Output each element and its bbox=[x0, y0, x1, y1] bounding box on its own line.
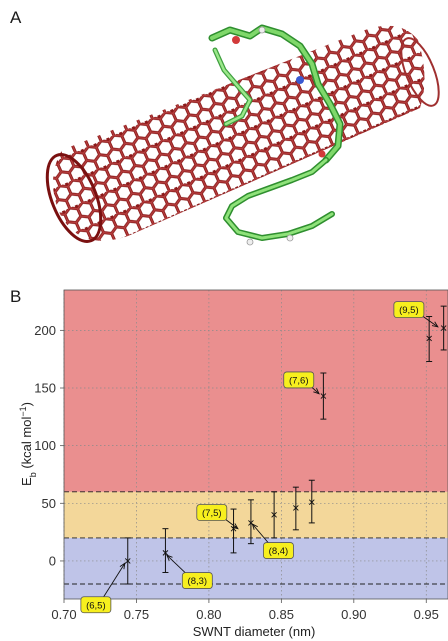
data-point-5 bbox=[292, 486, 299, 531]
annotation-label: (8,4) bbox=[269, 546, 289, 557]
annotation-arrow bbox=[166, 554, 189, 576]
x-tick-label-2: 0.80 bbox=[196, 607, 221, 622]
annotation-arrowhead bbox=[251, 523, 258, 530]
annotation-label: (7,6) bbox=[289, 375, 309, 386]
chirality-annotation-5: (9,5) bbox=[393, 301, 439, 328]
point-marker bbox=[426, 335, 432, 342]
data-point-0 bbox=[124, 537, 131, 585]
data-point-9 bbox=[440, 305, 447, 351]
x-axis-label: SWNT diameter (nm) bbox=[193, 624, 316, 639]
data-point-1 bbox=[162, 528, 169, 573]
y-tick-label-1: 50 bbox=[42, 496, 56, 511]
annotation-arrowhead bbox=[431, 321, 439, 328]
energy-band-2 bbox=[64, 290, 448, 492]
data-point-8 bbox=[426, 316, 433, 362]
nanotube-molecule-illustration bbox=[45, 24, 440, 246]
data-point-6 bbox=[308, 479, 315, 524]
annotation-box bbox=[263, 542, 294, 559]
annotation-box bbox=[283, 371, 315, 389]
plot-area-frame bbox=[63, 289, 448, 600]
chirality-annotation-1: (8,3) bbox=[166, 554, 213, 589]
annotation-label: (6,5) bbox=[86, 600, 106, 611]
annotation-arrow bbox=[102, 563, 126, 599]
chirality-annotation-3: (8,4) bbox=[251, 523, 294, 559]
annotation-label: (7,5) bbox=[202, 508, 222, 519]
point-marker bbox=[271, 512, 277, 518]
annotation-box bbox=[196, 504, 228, 521]
panel-label-a: A bbox=[10, 8, 22, 27]
data-point-3 bbox=[247, 499, 254, 545]
binding-energy-chart: 0.70 0.75 0.80 0.85 0.90 0.95 0 50 100 150 200 (6… bbox=[18, 289, 448, 639]
carbon-nanotube bbox=[45, 25, 440, 243]
annotation-arrowhead bbox=[166, 554, 173, 561]
y-tick-label-4: 200 bbox=[34, 323, 56, 338]
point-marker bbox=[124, 558, 131, 564]
chirality-annotation-0: (6,5) bbox=[80, 562, 126, 614]
y-tick-label-2: 100 bbox=[34, 438, 56, 453]
panel-label-b: B bbox=[10, 287, 22, 306]
x-tick-label-0: 0.70 bbox=[51, 607, 76, 622]
polymer-strand bbox=[208, 24, 344, 246]
energy-band-1 bbox=[64, 491, 448, 538]
annotation-arrowhead bbox=[313, 388, 320, 395]
annotation-arrowhead bbox=[231, 523, 239, 530]
point-marker bbox=[308, 499, 315, 505]
annotation-label: (8,3) bbox=[188, 576, 208, 587]
x-tick-label-5: 0.95 bbox=[414, 607, 439, 622]
point-marker bbox=[320, 393, 327, 399]
annotation-box bbox=[181, 572, 213, 589]
annotation-arrow bbox=[252, 523, 271, 546]
y-tick-label-3: 150 bbox=[34, 381, 56, 396]
chirality-annotation-4: (7,6) bbox=[283, 371, 320, 395]
data-point-4 bbox=[271, 491, 278, 539]
point-marker bbox=[162, 550, 169, 556]
x-tick-label-4: 0.90 bbox=[341, 607, 366, 622]
y-tick-label-0: 0 bbox=[49, 553, 56, 568]
annotation-box bbox=[393, 301, 425, 319]
annotation-label: (9,5) bbox=[399, 305, 419, 316]
y-axis-label: Eb (kcal mol−1) bbox=[18, 402, 38, 486]
chirality-annotation-2: (7,5) bbox=[196, 504, 239, 530]
point-marker bbox=[440, 325, 447, 331]
annotation-box bbox=[80, 596, 112, 614]
x-tick-label-1: 0.75 bbox=[124, 607, 149, 622]
x-tick-label-3: 0.85 bbox=[269, 607, 294, 622]
annotation-arrowhead bbox=[119, 562, 126, 570]
data-point-7 bbox=[320, 372, 327, 420]
point-marker bbox=[293, 505, 299, 511]
